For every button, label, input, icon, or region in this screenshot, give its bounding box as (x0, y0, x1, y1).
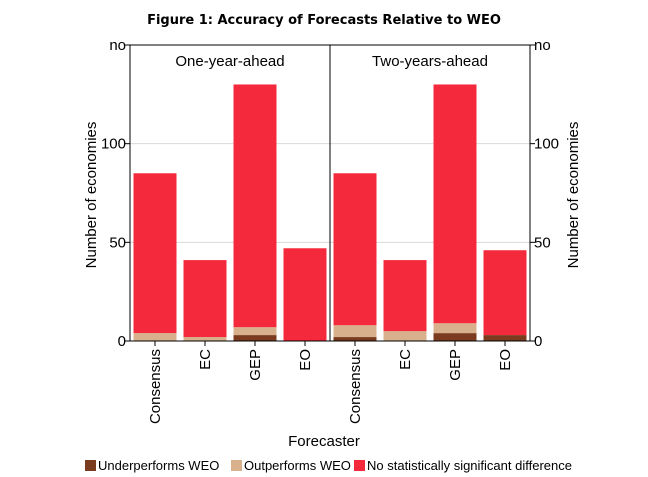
y-tick-label-left: 0 (118, 333, 126, 350)
plot-area: Consensus EC GEP EO One-year-ahead Consensus E… (101, 37, 559, 424)
y-tick-label-left: no (109, 37, 126, 54)
x-tick-label: EO (297, 349, 314, 371)
bar-nosig (133, 173, 177, 334)
bar-nosig (483, 250, 527, 336)
y-tick-label-left: 50 (109, 234, 126, 251)
x-tick-label: Consensus (347, 349, 364, 424)
x-axis-label: Forecaster (288, 433, 360, 450)
legend-label-nosig: No statistically significant difference (367, 458, 572, 473)
y-axis-label-right: Number of economies (565, 122, 582, 269)
y-tick-label-right: no (534, 37, 551, 54)
panel-title: Two-years-ahead (372, 53, 488, 70)
y-tick-label-right: 0 (534, 333, 542, 350)
legend-swatch-under (85, 460, 96, 471)
legend: Underperforms WEO Outperforms WEO No stati… (85, 458, 572, 473)
x-tick-label: GEP (247, 349, 264, 381)
x-tick-label: Consensus (147, 349, 164, 424)
y-tick-label-left: 100 (101, 136, 126, 153)
bar-out (333, 325, 377, 338)
chart-title: Figure 1: Accuracy of Forecasts Relative… (147, 13, 501, 28)
legend-label-out: Outperforms WEO (244, 458, 351, 473)
bar-out (433, 323, 477, 334)
legend-label-under: Underperforms WEO (98, 458, 219, 473)
bar-out (233, 327, 277, 336)
y-tick-label-right: 50 (534, 234, 551, 251)
panel-title: One-year-ahead (175, 53, 284, 70)
bar-out (133, 333, 177, 341)
bar-under (333, 337, 377, 341)
x-tick-label: EC (197, 349, 214, 370)
x-tick-label: EO (497, 349, 514, 371)
y-tick-label-right: 100 (534, 136, 559, 153)
legend-swatch-nosig (354, 460, 365, 471)
bar-nosig (433, 84, 477, 324)
bar-nosig (383, 260, 427, 332)
bar-nosig (233, 84, 277, 328)
bar-under (233, 335, 277, 341)
bar-nosig (333, 173, 377, 326)
bar-nosig (183, 260, 227, 338)
x-tick-label: EC (397, 349, 414, 370)
bar-out (383, 331, 427, 341)
bar-under (433, 333, 477, 341)
bar-nosig (283, 248, 327, 341)
x-tick-label: GEP (447, 349, 464, 381)
bar-under (483, 335, 527, 341)
legend-swatch-out (231, 460, 242, 471)
bar-out (183, 337, 227, 341)
y-axis-label-left: Number of economies (83, 122, 100, 269)
